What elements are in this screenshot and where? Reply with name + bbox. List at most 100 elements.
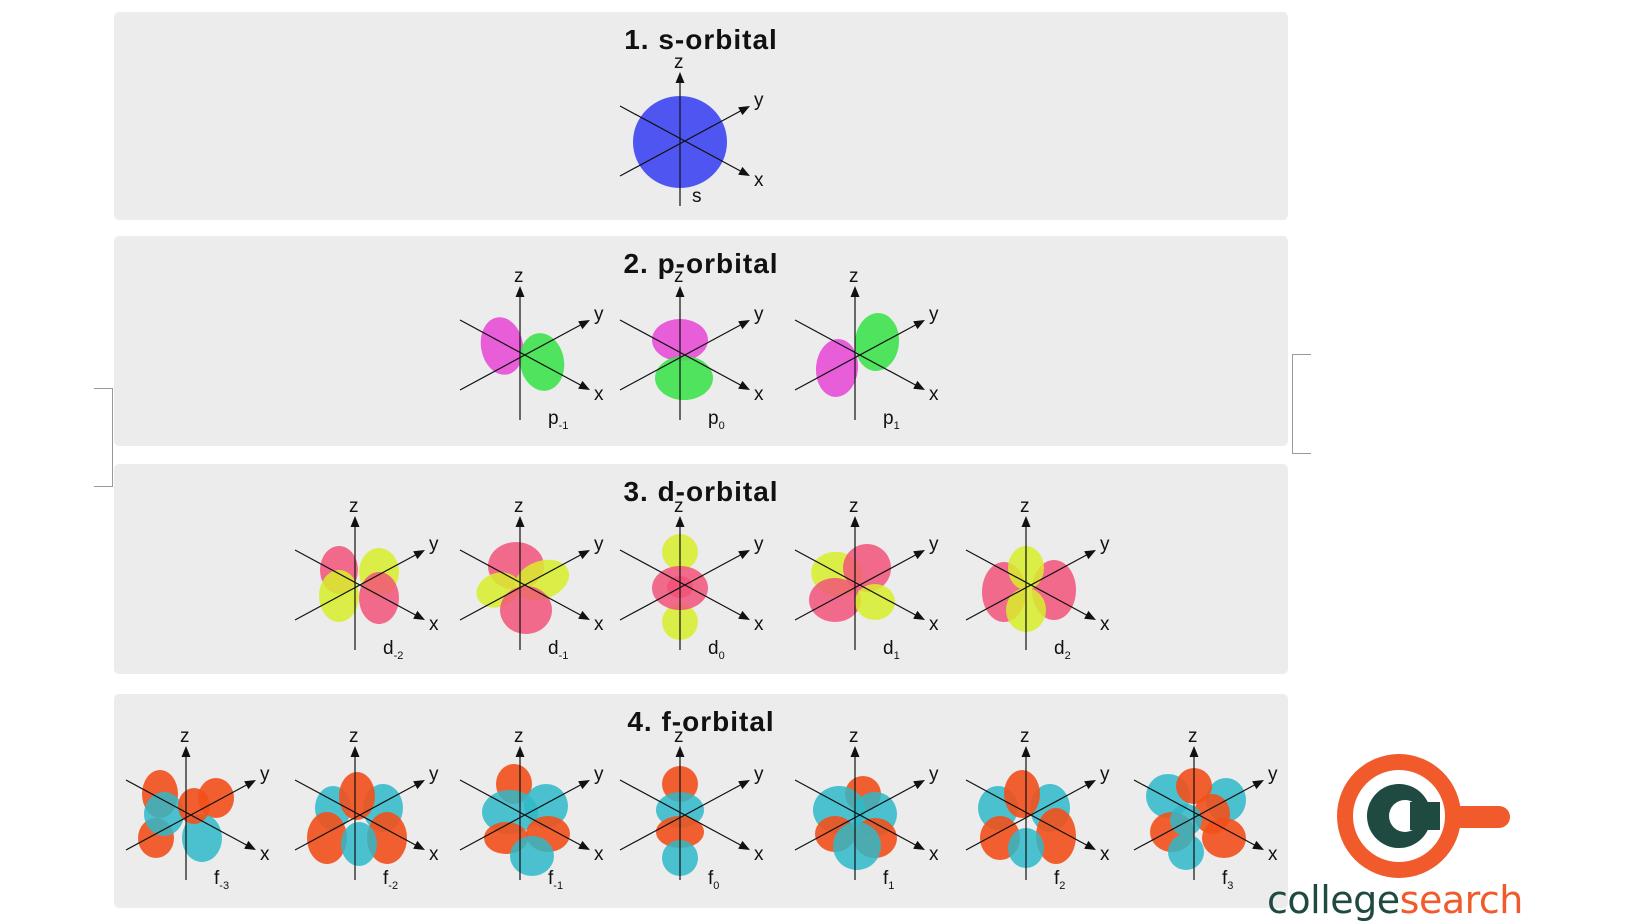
p-orbital-panel: 2. p-orbital (114, 236, 1288, 446)
z-axis-label: z (1020, 496, 1030, 517)
y-axis-label: y (754, 764, 764, 785)
y-axis-label: y (429, 534, 439, 555)
orbital-subscript: 3 (1227, 880, 1233, 892)
d-orbital-panel: 3. d-orbital (114, 464, 1288, 674)
z-axis-label: z (1020, 726, 1030, 747)
lobe-f-1-1 (482, 790, 538, 834)
d-orbital-title: 3. d-orbital (623, 476, 779, 507)
y-axis-label: y (1100, 534, 1110, 555)
orbital-f3: z y x f3 (1133, 726, 1278, 892)
y-axis-label: y (260, 764, 270, 785)
orbital-f2: z y x f2 (965, 726, 1110, 892)
orbital-label: f-1 (548, 868, 563, 892)
orbital-label: d2 (1054, 638, 1071, 662)
orbital-label: p0 (708, 408, 725, 432)
z-axis-label: z (849, 726, 859, 747)
z-axis-label: z (514, 266, 524, 287)
orbital-d1: z y x d1 (794, 496, 939, 662)
orbital-subscript: 0 (719, 420, 725, 432)
lobe-p-1-1 (519, 333, 565, 391)
orbital-label: p-1 (548, 408, 568, 432)
lobe-f2-4 (1036, 808, 1076, 864)
orbital-subscript: 2 (1065, 650, 1071, 662)
s-orbital-title: 1. s-orbital (624, 24, 778, 55)
lobe-f3-6 (1168, 834, 1204, 870)
orbital-f-3: z y x f-3 (125, 726, 270, 892)
lobe-f-3-3 (144, 792, 184, 836)
lobe-d1-3 (855, 584, 895, 620)
x-axis-label: x (594, 384, 604, 405)
lobe-f3-7 (1170, 804, 1202, 836)
orbital-label: d-2 (383, 638, 403, 662)
lobe-f-1-2 (524, 784, 568, 828)
x-axis-label: x (754, 844, 764, 865)
x-axis-label: x (929, 384, 939, 405)
z-axis-label: z (180, 726, 190, 747)
orbital-s: z y x s (619, 52, 764, 207)
orbital-label: f-2 (383, 868, 398, 892)
orbital-p1: z y x p1 (794, 266, 939, 432)
orbital-subscript: 2 (1059, 880, 1065, 892)
z-axis-label: z (674, 266, 684, 287)
lobe-d1-2 (809, 578, 861, 622)
orbital-subscript: 1 (888, 880, 894, 892)
lobe-d-1-3 (500, 586, 552, 634)
y-axis-label: y (594, 534, 604, 555)
x-axis-label: x (1268, 844, 1278, 865)
orbital-p0: z y x p0 (619, 266, 764, 432)
lobe-f-3-5 (178, 788, 210, 824)
y-axis-label: y (754, 534, 764, 555)
z-axis-label: z (349, 726, 359, 747)
x-axis-label: x (929, 844, 939, 865)
x-axis-label: x (754, 384, 764, 405)
lobe-f3-5 (1202, 818, 1246, 858)
orbital-d0: z y x d0 (619, 496, 764, 662)
lobe-f-1-5 (510, 836, 554, 876)
z-axis-label: z (849, 496, 859, 517)
y-axis-label: y (1268, 764, 1278, 785)
orbital-label: f2 (1054, 868, 1065, 892)
x-axis-label: x (929, 614, 939, 635)
orbital-label: f0 (708, 868, 719, 892)
lobe-f1-5 (833, 822, 881, 870)
y-axis-label: y (594, 304, 604, 325)
orbital-subscript: -1 (553, 880, 563, 892)
orbital-subscript: 0 (719, 650, 725, 662)
f-orbital-panel: 4. f-orbital (114, 694, 1288, 908)
orbital-label: f3 (1222, 868, 1233, 892)
y-axis-label: y (754, 90, 764, 111)
x-axis-label: x (1100, 844, 1110, 865)
z-axis-label: z (514, 496, 524, 517)
orbital-p-1: z y x p-1 (459, 266, 604, 432)
orbital-label: f-3 (214, 868, 229, 892)
right-bracket (1292, 354, 1311, 454)
z-axis-label: z (349, 496, 359, 517)
x-axis-label: x (260, 844, 270, 865)
left-bracket (94, 388, 113, 487)
orbital-label: p1 (883, 408, 900, 432)
p-orbital-title: 2. p-orbital (623, 248, 779, 279)
orbital-label: f1 (883, 868, 894, 892)
x-axis-label: x (429, 844, 439, 865)
lobe-p-1-0 (480, 317, 524, 375)
z-axis-label: z (1188, 726, 1198, 747)
z-axis-label: z (514, 726, 524, 747)
collegesearch-logo-icon (1337, 754, 1510, 878)
collegesearch-wordmark: collegesearch (1267, 880, 1523, 920)
z-axis-label: z (674, 496, 684, 517)
orbital-f1: z y x f1 (794, 726, 939, 892)
orbital-subscript: -2 (394, 650, 404, 662)
x-axis-label: x (429, 614, 439, 635)
lobe-d-2-3 (359, 572, 399, 624)
x-axis-label: x (594, 614, 604, 635)
x-axis-label: x (754, 614, 764, 635)
lobe-p0-1 (655, 356, 713, 400)
orbital-label: d-1 (548, 638, 568, 662)
orbital-f-1: z y x f-1 (459, 726, 604, 892)
orbital-d-1: z y x d-1 (459, 496, 604, 662)
y-axis-label: y (1100, 764, 1110, 785)
z-axis-label: z (849, 266, 859, 287)
orbital-subscript: 0 (713, 880, 719, 892)
orbital-label: s (692, 186, 702, 207)
